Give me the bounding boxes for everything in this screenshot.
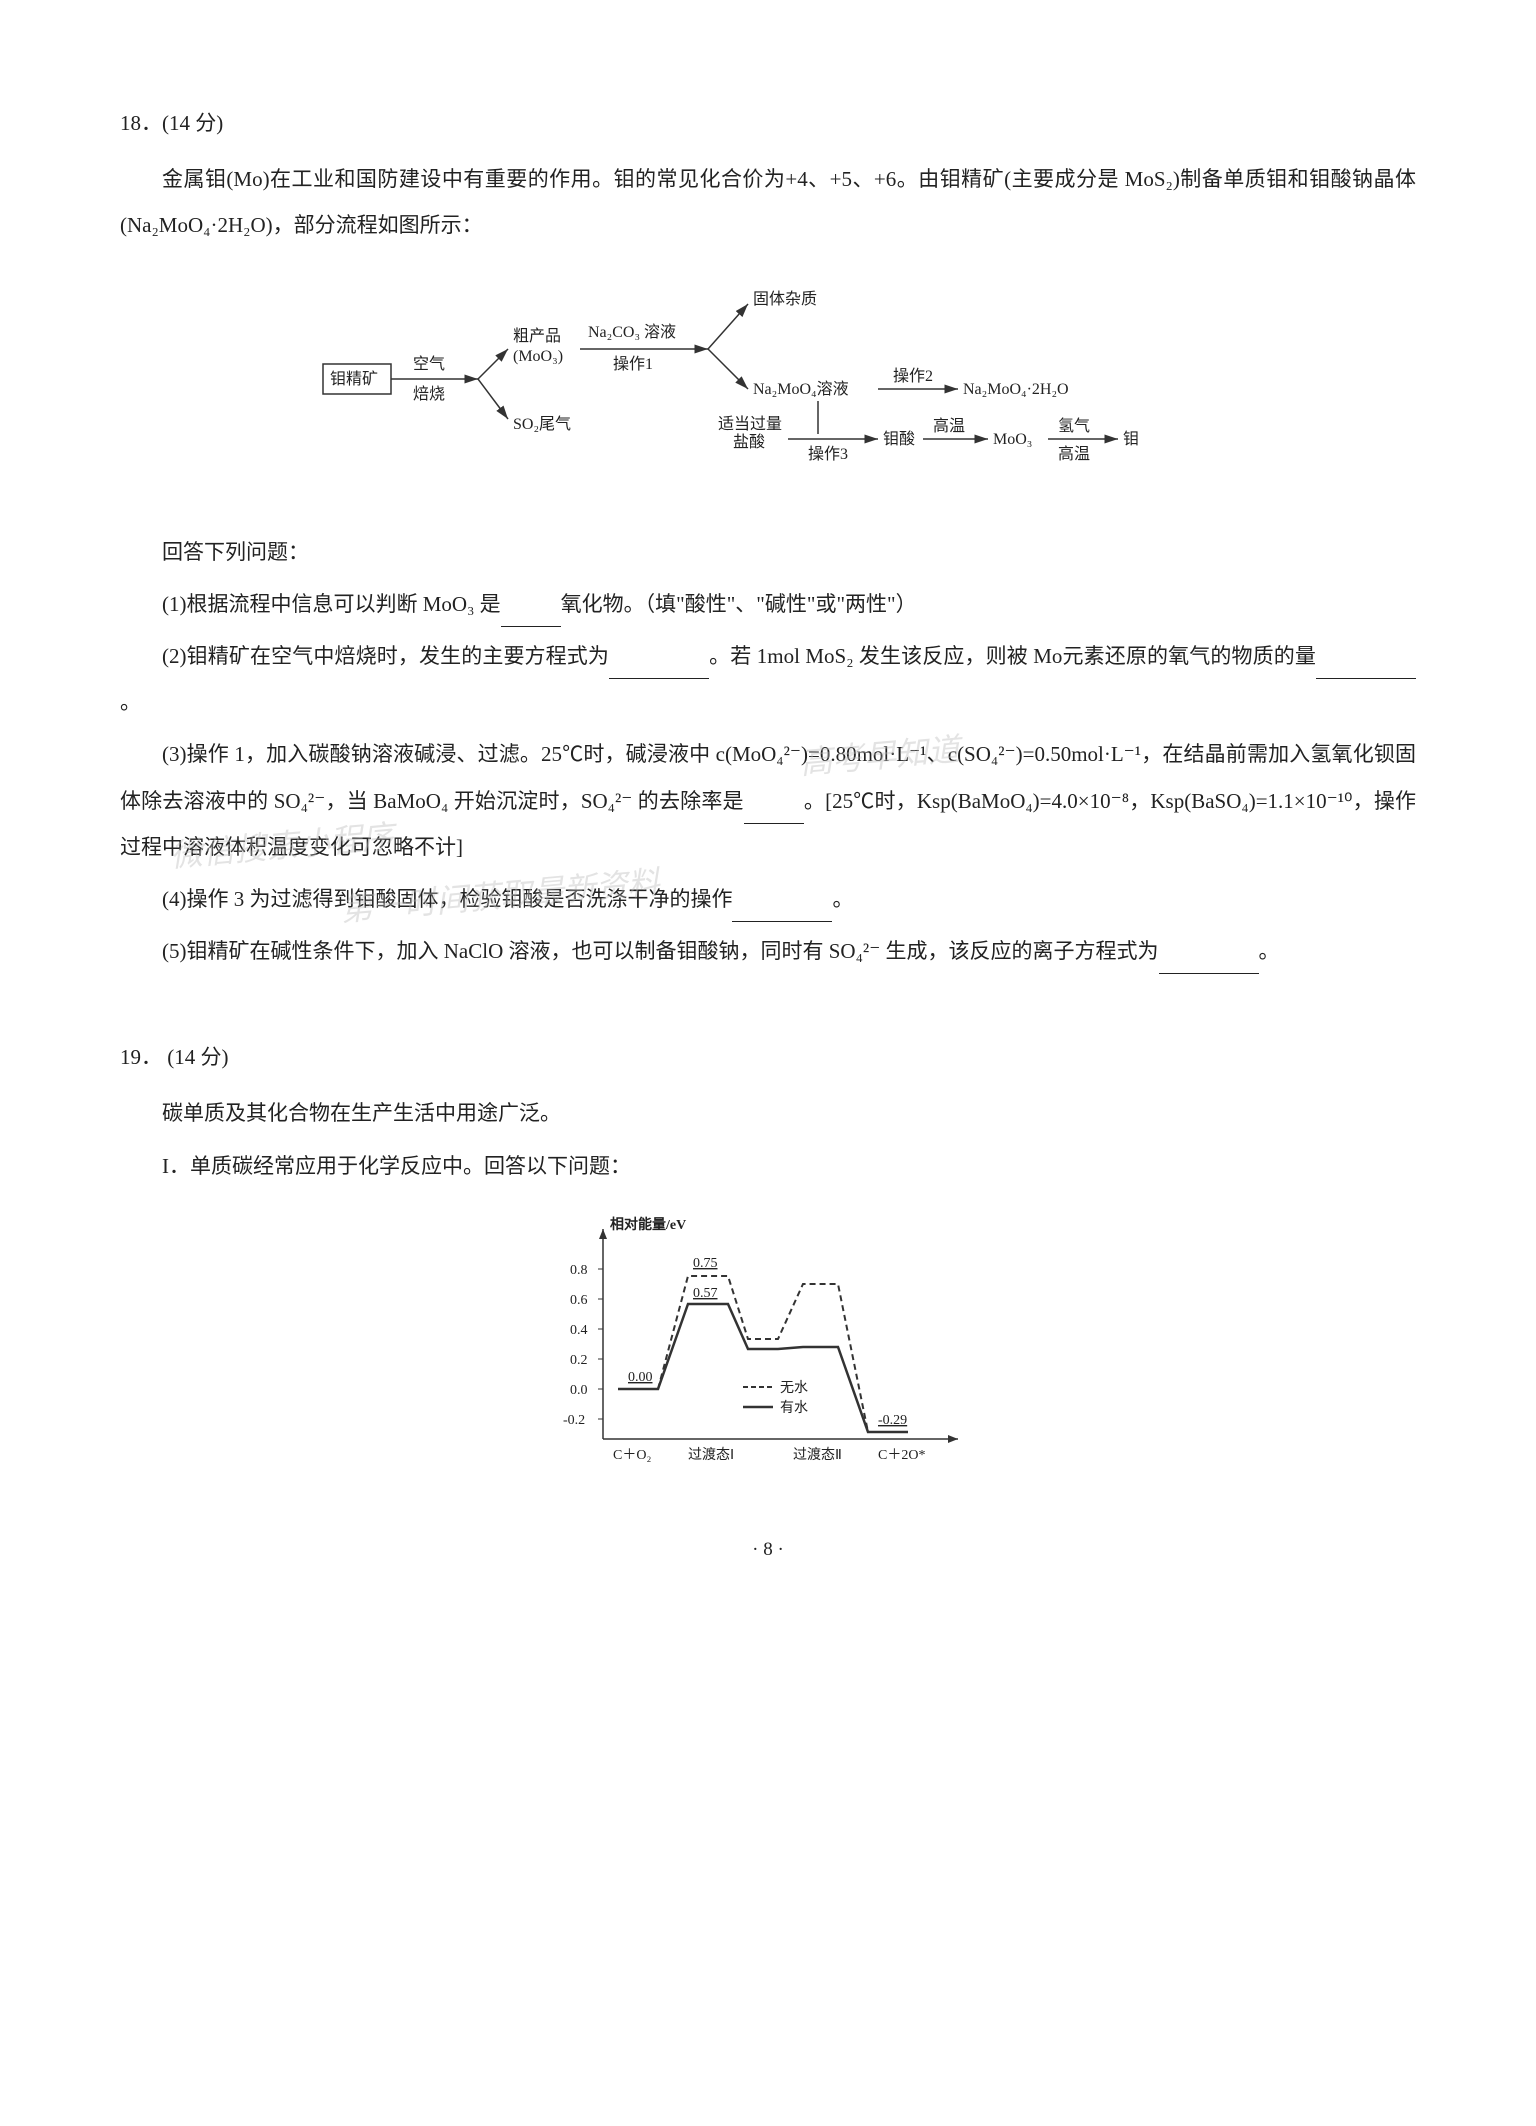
y-ticks: -0.2 0.0 0.2 0.4 0.6 0.8	[563, 1263, 603, 1428]
question-18: 18．(14 分) 金属钼(Mo)在工业和国防建设中有重要的作用。钼的常见化合价…	[120, 100, 1416, 974]
chart-ylabel: 相对能量/eV	[610, 1216, 686, 1233]
q18-intro: 金属钼(Mo)在工业和国防建设中有重要的作用。钼的常见化合价为+4、+5、+6。…	[120, 156, 1416, 248]
val-057: 0.57	[693, 1286, 718, 1301]
svg-text:0.2: 0.2	[570, 1353, 588, 1368]
q18-answer-lead: 回答下列问题：	[120, 529, 1416, 575]
q18-p2b: 。若 1mol MoS₂ 发生该反应，则被 Mo元素还原的氧气的物质的量	[709, 644, 1316, 668]
q18-p5a: (5)钼精矿在碱性条件下，加入 NaClO 溶液，也可以制备钼酸钠，同时有 SO…	[162, 939, 1159, 963]
q18-p1-text: (1)根据流程中信息可以判断 MoO₃ 是	[162, 592, 501, 616]
label-hightemp2: 高温	[1058, 445, 1090, 463]
label-hcl-1: 适当过量	[718, 415, 782, 433]
node-mo: 钼	[1123, 430, 1139, 448]
svg-text:0.8: 0.8	[570, 1263, 588, 1278]
q18-p4b: 。	[832, 887, 853, 911]
label-roast: 焙烧	[413, 385, 445, 403]
label-hightemp1: 高温	[933, 417, 965, 435]
node-so2: SO₂尾气	[513, 415, 571, 433]
val-neg029: -0.29	[878, 1413, 907, 1428]
label-op3: 操作3	[808, 445, 848, 463]
q18-p2: (2)钼精矿在空气中焙烧时，发生的主要方程式为 。若 1mol MoS₂ 发生该反…	[120, 633, 1416, 725]
flow-diagram-container: 钼精矿 空气 焙烧 粗产品 (MoO₃) SO₂尾气 Na₂CO₃ 溶液 操作1	[120, 269, 1416, 499]
process-flow-diagram: 钼精矿 空气 焙烧 粗产品 (MoO₃) SO₂尾气 Na₂CO₃ 溶液 操作1	[318, 269, 1218, 499]
q18-p4: (4)操作 3 为过滤得到钼酸固体，检验钼酸是否洗涤干净的操作 。	[120, 876, 1416, 922]
blank-p5	[1159, 949, 1259, 974]
q18-p1: (1)根据流程中信息可以判断 MoO₃ 是 氧化物。（填"酸性"、"碱性"或"两性…	[120, 581, 1416, 627]
series-youshui	[618, 1304, 908, 1432]
series-wushui	[618, 1276, 908, 1432]
blank-p4	[732, 897, 832, 922]
val-075: 0.75	[693, 1256, 718, 1271]
q18-p4a: (4)操作 3 为过滤得到钼酸固体，检验钼酸是否洗涤干净的操作	[162, 887, 732, 911]
question-18-header: 18．(14 分)	[120, 100, 1416, 146]
legend-youshui: 有水	[780, 1400, 808, 1416]
xlabel-4: C＋2O*	[878, 1448, 925, 1463]
label-op1: 操作1	[613, 355, 653, 373]
node-start: 钼精矿	[330, 370, 378, 388]
node-molybdic-acid: 钼酸	[883, 430, 915, 448]
node-crystal: Na₂MoO₄·2H₂O	[963, 381, 1069, 398]
watermark-region: 微信搜索小程序 高考早知道 第一时间获取最新资料 (3)操作 1，加入碳酸钠溶液…	[120, 731, 1416, 870]
question-19: 19． (14 分) 碳单质及其化合物在生产生活中用途广泛。 I．单质碳经常应用…	[120, 1034, 1416, 1489]
node-crude-2: (MoO₃)	[513, 348, 563, 365]
q18-p1-tail: 氧化物。（填"酸性"、"碱性"或"两性"）	[561, 592, 917, 616]
page-number: · 8 ·	[120, 1529, 1416, 1571]
blank-p2b	[1316, 654, 1416, 679]
node-moo3: MoO₃	[993, 431, 1032, 448]
node-na2moo4-sol: Na₂MoO₄溶液	[753, 380, 849, 398]
energy-chart-container: 相对能量/eV -0.2 0.0 0.2 0.4 0.6 0.8 0.00 0.…	[120, 1209, 1416, 1489]
xlabel-1: C＋O₂	[613, 1448, 651, 1463]
chart-legend: 无水 有水	[743, 1380, 808, 1416]
legend-wushui: 无水	[780, 1380, 808, 1396]
xlabel-2: 过渡态Ⅰ	[688, 1447, 734, 1463]
label-op2: 操作2	[893, 367, 933, 385]
q18-p2c: 。	[120, 690, 141, 714]
energy-chart: 相对能量/eV -0.2 0.0 0.2 0.4 0.6 0.8 0.00 0.…	[548, 1209, 988, 1489]
q18-p2a: (2)钼精矿在空气中焙烧时，发生的主要方程式为	[162, 644, 609, 668]
svg-text:-0.2: -0.2	[563, 1413, 585, 1428]
xlabel-3: 过渡态Ⅱ	[793, 1447, 842, 1463]
svg-text:0.4: 0.4	[570, 1323, 588, 1338]
node-crude-1: 粗产品	[513, 327, 561, 345]
q18-p5: (5)钼精矿在碱性条件下，加入 NaClO 溶液，也可以制备钼酸钠，同时有 SO…	[120, 928, 1416, 974]
q18-p3: (3)操作 1，加入碳酸钠溶液碱浸、过滤。25℃时，碱浸液中 c(MoO₄²⁻)…	[120, 731, 1416, 870]
question-19-header: 19． (14 分)	[120, 1034, 1416, 1080]
node-solid-impurity: 固体杂质	[753, 290, 817, 308]
blank-p1	[501, 602, 561, 627]
label-hcl-2: 盐酸	[733, 433, 765, 451]
val-0: 0.00	[628, 1370, 653, 1385]
q19-part1: I．单质碳经常应用于化学反应中。回答以下问题：	[120, 1143, 1416, 1189]
label-na2co3: Na₂CO₃ 溶液	[588, 323, 676, 341]
label-air: 空气	[413, 355, 445, 373]
label-h2: 氢气	[1058, 417, 1090, 435]
blank-p3	[744, 799, 804, 824]
svg-text:0.6: 0.6	[570, 1293, 588, 1308]
svg-text:0.0: 0.0	[570, 1383, 588, 1398]
q19-intro: 碳单质及其化合物在生产生活中用途广泛。	[120, 1090, 1416, 1136]
blank-p2a	[609, 654, 709, 679]
q18-p5b: 。	[1259, 939, 1280, 963]
